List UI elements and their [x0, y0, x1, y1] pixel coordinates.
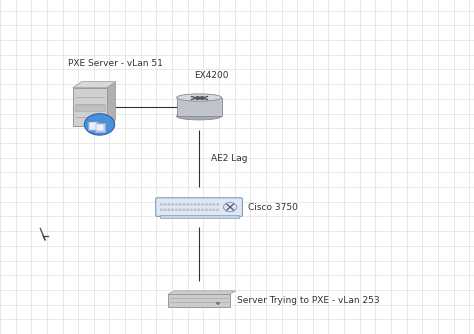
Circle shape — [201, 209, 204, 211]
Circle shape — [175, 209, 178, 211]
Text: Server Trying to PXE - vLan 253: Server Trying to PXE - vLan 253 — [237, 296, 380, 305]
Circle shape — [190, 203, 192, 205]
Circle shape — [205, 203, 208, 205]
Circle shape — [209, 203, 211, 205]
Circle shape — [84, 114, 115, 135]
Circle shape — [187, 209, 189, 211]
Circle shape — [190, 209, 192, 211]
Text: Cisco 3750: Cisco 3750 — [247, 203, 298, 211]
Circle shape — [194, 203, 196, 205]
FancyBboxPatch shape — [159, 215, 238, 218]
Circle shape — [160, 203, 163, 205]
Polygon shape — [107, 81, 116, 126]
FancyBboxPatch shape — [73, 88, 107, 126]
Circle shape — [217, 302, 219, 304]
Circle shape — [183, 203, 185, 205]
Circle shape — [183, 209, 185, 211]
Ellipse shape — [176, 94, 221, 101]
Circle shape — [172, 203, 174, 205]
Circle shape — [187, 203, 189, 205]
Circle shape — [179, 209, 182, 211]
Text: PXE Server - vLan 51: PXE Server - vLan 51 — [68, 59, 163, 67]
Text: AE2 Lag: AE2 Lag — [211, 154, 247, 163]
Polygon shape — [168, 291, 236, 294]
Circle shape — [198, 203, 200, 205]
Circle shape — [198, 209, 200, 211]
FancyBboxPatch shape — [168, 294, 230, 307]
Circle shape — [172, 209, 174, 211]
Circle shape — [205, 209, 208, 211]
Circle shape — [213, 209, 215, 211]
Circle shape — [175, 203, 178, 205]
FancyBboxPatch shape — [88, 122, 98, 131]
FancyBboxPatch shape — [75, 105, 105, 111]
Circle shape — [217, 302, 219, 304]
Circle shape — [164, 209, 166, 211]
Circle shape — [213, 203, 215, 205]
Ellipse shape — [176, 113, 221, 120]
Circle shape — [168, 209, 170, 211]
Circle shape — [217, 203, 219, 205]
Circle shape — [217, 209, 219, 211]
FancyBboxPatch shape — [155, 198, 242, 216]
Polygon shape — [73, 81, 116, 88]
Circle shape — [201, 203, 204, 205]
Circle shape — [160, 209, 163, 211]
Text: EX4200: EX4200 — [194, 71, 229, 80]
Circle shape — [168, 203, 170, 205]
FancyBboxPatch shape — [176, 98, 221, 116]
Circle shape — [164, 203, 166, 205]
FancyBboxPatch shape — [96, 124, 104, 131]
FancyBboxPatch shape — [95, 123, 105, 132]
FancyBboxPatch shape — [89, 122, 97, 130]
Circle shape — [179, 203, 182, 205]
Circle shape — [217, 302, 219, 304]
Circle shape — [209, 209, 211, 211]
Circle shape — [194, 209, 196, 211]
